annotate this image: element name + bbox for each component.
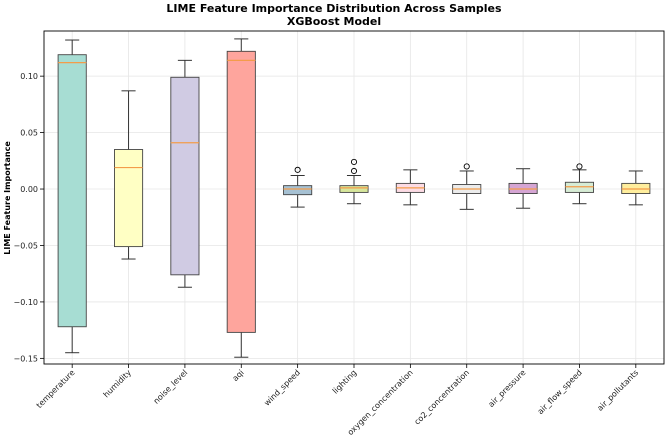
box-air-pressure: [508, 168, 538, 209]
box-iqr: [57, 54, 87, 328]
outlier-point: [350, 158, 358, 165]
x-tick-label: air_pollutants: [595, 368, 640, 413]
box-temperature: [57, 39, 87, 354]
box-aqi: [226, 38, 256, 358]
box-air-flow-speed: [564, 163, 594, 205]
outlier-point: [576, 163, 583, 170]
x-tick-label: temperature: [35, 368, 77, 410]
y-tick-label: 0.05: [20, 129, 38, 138]
outlier-point: [294, 166, 301, 173]
box-humidity: [114, 90, 144, 260]
x-tick-label: air_flow_speed: [536, 368, 584, 416]
x-tick-label: air_pressure: [487, 368, 528, 409]
y-tick-label: −0.10: [13, 298, 38, 307]
box-iqr: [114, 149, 144, 248]
y-axis-label: LIME Feature Importance: [3, 141, 12, 255]
x-tick-label: noise_level: [152, 368, 190, 406]
y-tick-label: 0.00: [20, 185, 38, 194]
y-tick-label: −0.15: [13, 354, 38, 363]
chart-title: LIME Feature Importance Distribution Acr…: [166, 2, 502, 15]
outlier-point: [350, 167, 358, 175]
box-lighting: [339, 158, 369, 205]
box-layer: [57, 38, 651, 358]
box-air-pollutants: [621, 170, 651, 206]
box-iqr: [339, 185, 369, 193]
x-tick-label: humidity: [102, 368, 134, 400]
box-noise-level: [170, 59, 200, 288]
box-iqr: [283, 185, 313, 196]
box-wind-speed: [283, 166, 313, 208]
tick-layer: 0.10 0.05 0.00 −0.05 −0.10 −0.15 temperature hu…: [13, 72, 640, 437]
box-iqr: [170, 76, 200, 276]
y-tick-label: 0.10: [20, 72, 38, 81]
x-tick-label: co2_concentration: [413, 368, 472, 427]
box-co2-concentration: [452, 163, 482, 210]
x-tick-label: oxygen_concentration: [346, 368, 415, 437]
x-tick-label: lighting: [331, 368, 359, 396]
x-tick-label: aqi: [231, 368, 246, 383]
outlier-point: [463, 163, 470, 170]
plot-frame: [43, 30, 665, 365]
box-oxygen-concentration: [395, 169, 425, 206]
x-tick-label: wind_speed: [262, 368, 302, 408]
chart-subtitle: XGBoost Model: [287, 15, 381, 28]
box-iqr: [226, 50, 256, 333]
y-tick-label: −0.05: [13, 241, 38, 250]
